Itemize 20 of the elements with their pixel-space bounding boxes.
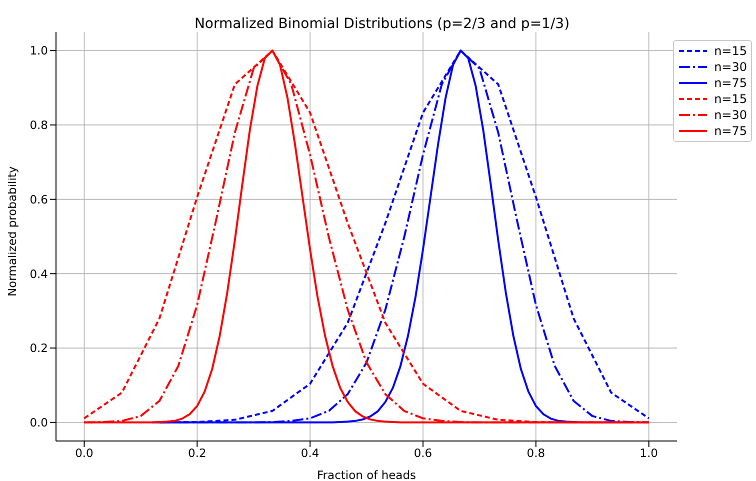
x-tick-label: 0.6 xyxy=(414,446,432,460)
y-tick-label: 0.6 xyxy=(30,192,48,206)
legend-label: n=75 xyxy=(714,123,747,139)
x-tick-label: 0.4 xyxy=(300,446,320,460)
x-tick-label: 0.8 xyxy=(526,446,546,460)
x-tick-label: 0.2 xyxy=(188,446,206,460)
chart-title: Normalized Binomial Distributions (p=2/3 and p=1/3) xyxy=(193,16,571,32)
y-tick-label: 0.8 xyxy=(30,118,48,132)
y-tick-label: 0.4 xyxy=(30,266,48,281)
legend-label: n=75 xyxy=(714,75,747,91)
y-tick-label: 0.2 xyxy=(30,341,48,356)
x-tick-label: 0.0 xyxy=(75,446,94,460)
legend-label: n=30 xyxy=(714,107,747,123)
x-tick-label: 1.0 xyxy=(640,446,658,460)
legend-label: n=15 xyxy=(714,91,747,107)
x-axis-title: Fraction of heads xyxy=(317,468,416,481)
legend-label: n=15 xyxy=(714,43,747,59)
legend-label: n=30 xyxy=(714,59,747,75)
y-tick-label: 0.0 xyxy=(30,415,48,430)
y-tick-label: 1.0 xyxy=(30,44,48,58)
